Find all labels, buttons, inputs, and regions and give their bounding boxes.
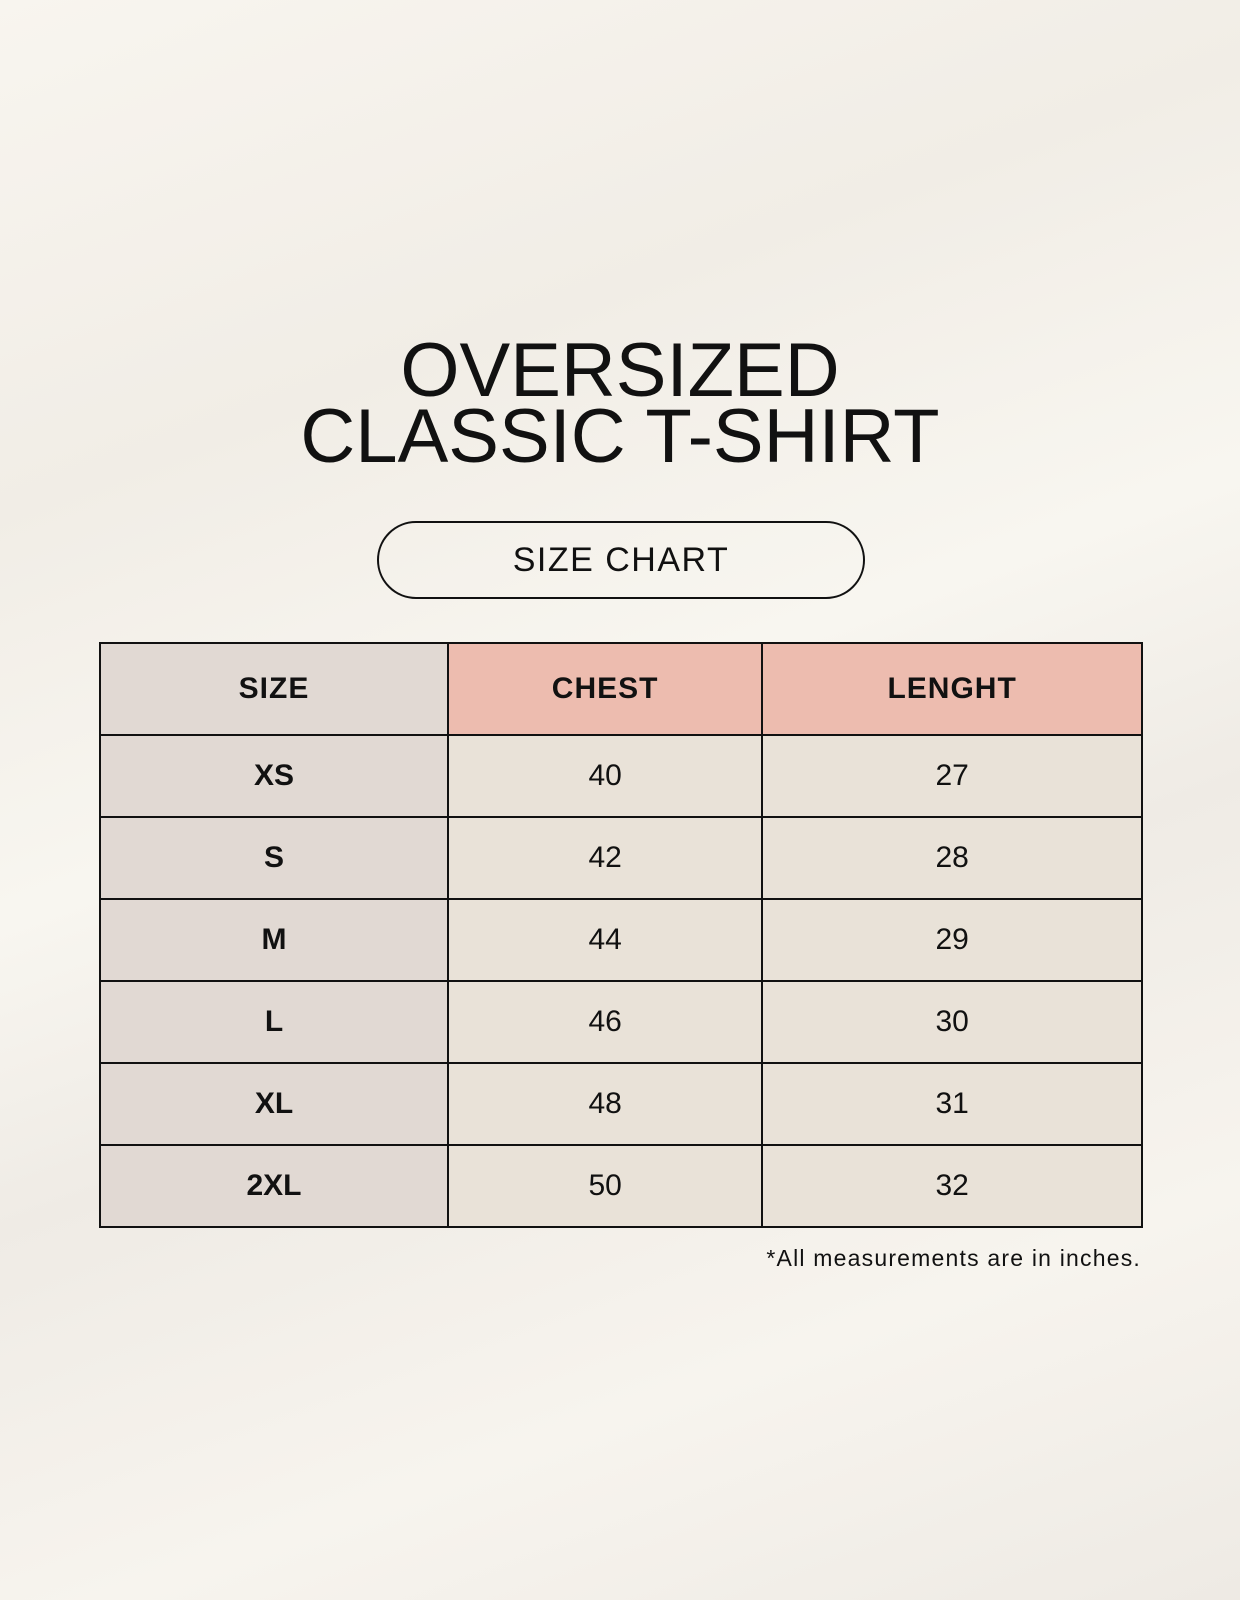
length-cell: 28 xyxy=(761,816,1143,900)
table-row: L 46 30 xyxy=(99,980,1143,1064)
size-cell: 2XL xyxy=(99,1144,449,1228)
chest-cell: 42 xyxy=(446,816,764,900)
chest-cell: 48 xyxy=(446,1062,764,1146)
table-row: M 44 29 xyxy=(99,898,1143,982)
size-table: SIZE CHEST LENGHT XS 40 27 S 42 28 M 44 … xyxy=(99,642,1143,1228)
size-chart-badge: SIZE CHART xyxy=(377,521,865,599)
length-cell: 30 xyxy=(761,980,1143,1064)
size-cell: M xyxy=(99,898,449,982)
header-chest: CHEST xyxy=(446,642,764,736)
measurement-footnote: *All measurements are in inches. xyxy=(766,1245,1141,1271)
header-size: SIZE xyxy=(99,642,449,736)
length-cell: 31 xyxy=(761,1062,1143,1146)
table-row: 2XL 50 32 xyxy=(99,1144,1143,1228)
chest-cell: 50 xyxy=(446,1144,764,1228)
size-cell: XL xyxy=(99,1062,449,1146)
page-title: OVERSIZED CLASSIC T-SHIRT xyxy=(0,328,1240,479)
chest-cell: 46 xyxy=(446,980,764,1064)
size-cell: S xyxy=(99,816,449,900)
table-header-row: SIZE CHEST LENGHT xyxy=(99,642,1143,736)
chest-cell: 44 xyxy=(446,898,764,982)
size-cell: L xyxy=(99,980,449,1064)
title-line-2: CLASSIC T-SHIRT xyxy=(300,394,940,479)
length-cell: 32 xyxy=(761,1144,1143,1228)
table-row: S 42 28 xyxy=(99,816,1143,900)
header-length: LENGHT xyxy=(761,642,1143,736)
length-cell: 27 xyxy=(761,734,1143,818)
chest-cell: 40 xyxy=(446,734,764,818)
table-row: XL 48 31 xyxy=(99,1062,1143,1146)
length-cell: 29 xyxy=(761,898,1143,982)
size-cell: XS xyxy=(99,734,449,818)
table-row: XS 40 27 xyxy=(99,734,1143,818)
title-line-1: OVERSIZED xyxy=(400,328,840,413)
